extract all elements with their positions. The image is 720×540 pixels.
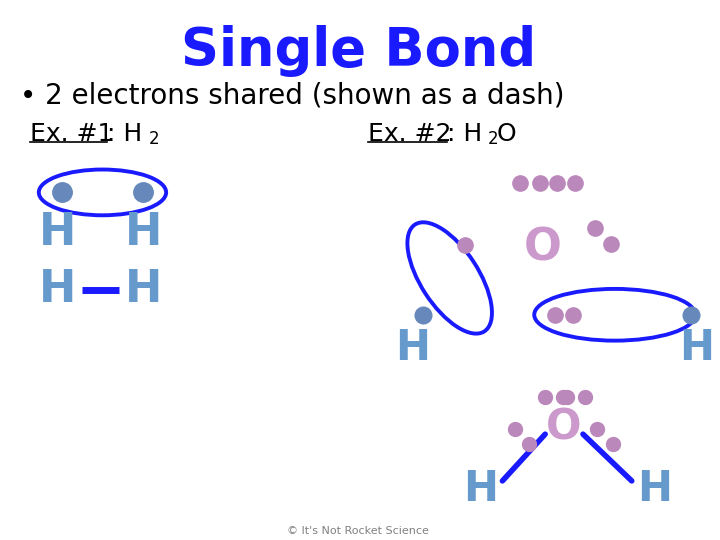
Text: O: O [546,406,582,448]
Text: H: H [637,468,672,510]
Text: 2: 2 [487,130,498,147]
Text: H: H [463,468,498,510]
Text: H: H [125,268,162,312]
Text: Ex. #1: Ex. #1 [30,122,113,146]
Text: • 2 electrons shared (shown as a dash): • 2 electrons shared (shown as a dash) [20,82,564,110]
Text: : H: : H [107,122,143,146]
Text: 2: 2 [149,130,160,147]
Text: Single Bond: Single Bond [181,25,536,77]
Text: Ex. #2: Ex. #2 [368,122,451,146]
Text: H: H [125,211,162,254]
Text: H: H [39,268,76,312]
Text: © It's Not Rocket Science: © It's Not Rocket Science [287,525,429,536]
Text: H: H [395,327,431,369]
Text: : H: : H [446,122,482,146]
Text: O: O [523,227,561,269]
Text: H: H [39,211,76,254]
Text: O: O [496,122,516,146]
Text: H: H [679,327,714,369]
